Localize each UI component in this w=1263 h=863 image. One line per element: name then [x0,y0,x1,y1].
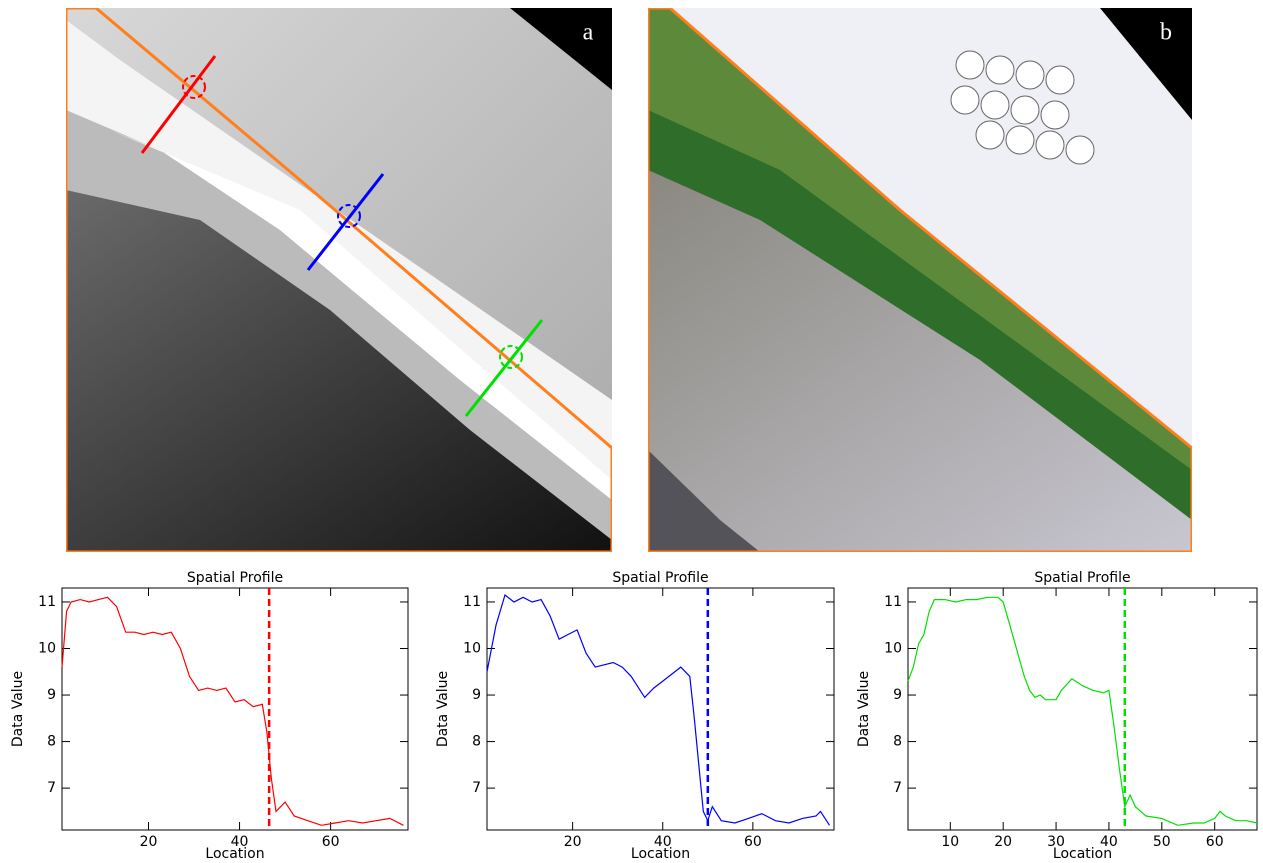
profile-line [908,597,1257,825]
y-axis-label: Data Value [856,671,872,747]
y-tick-label: 8 [47,734,56,750]
x-tick-label: 20 [140,834,158,850]
y-tick-label: 9 [893,687,902,703]
y-tick-label: 7 [47,780,56,796]
y-axis-label: Data Value [435,671,451,747]
y-tick-label: 11 [38,594,56,610]
panel-a-image [66,8,612,552]
x-tick-label: 60 [1206,834,1224,850]
plot-frame [487,588,834,830]
x-tick-label: 20 [564,834,582,850]
profile-line [487,595,830,825]
x-tick-label: 60 [322,834,340,850]
y-tick-label: 7 [472,780,481,796]
y-tick-label: 10 [463,641,481,657]
chart-title: Spatial Profile [612,570,708,586]
chart-title: Spatial Profile [187,570,283,586]
plot-frame [908,588,1257,830]
y-tick-label: 11 [463,594,481,610]
y-tick-label: 10 [884,641,902,657]
y-tick-label: 9 [472,687,481,703]
panel-label: a [583,20,594,46]
y-tick-label: 7 [893,780,902,796]
x-tick-label: 50 [1153,834,1171,850]
plot-frame [62,588,408,830]
profile-line [62,597,403,825]
y-tick-label: 8 [472,734,481,750]
x-tick-label: 60 [744,834,762,850]
x-tick-label: 30 [1047,834,1065,850]
x-tick-label: 10 [941,834,959,850]
y-tick-label: 8 [893,734,902,750]
y-tick-label: 10 [38,641,56,657]
x-tick-label: 40 [231,834,249,850]
y-tick-label: 11 [884,594,902,610]
figure: a b Spatial ProfileLocationData Value204… [0,0,1263,863]
panel-b-image [648,8,1192,552]
chart-title: Spatial Profile [1034,570,1130,586]
x-tick-label: 40 [654,834,672,850]
y-tick-label: 9 [47,687,56,703]
panel-label: b [1160,20,1172,46]
x-tick-label: 20 [994,834,1012,850]
x-tick-label: 40 [1100,834,1118,850]
y-axis-label: Data Value [10,671,26,747]
